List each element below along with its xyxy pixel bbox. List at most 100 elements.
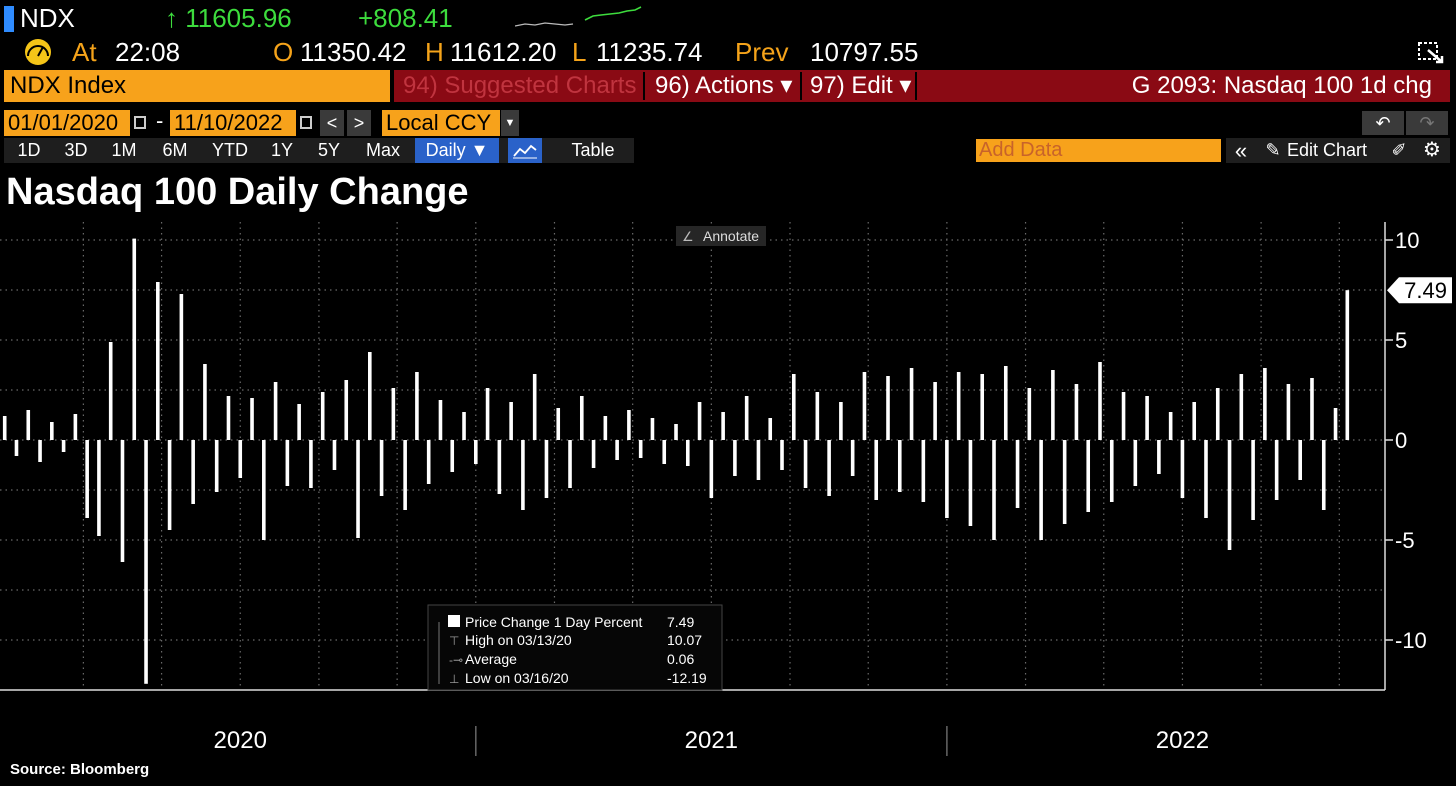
bar — [627, 410, 631, 440]
bar — [1204, 440, 1208, 518]
x-tick-label: 2020 — [214, 727, 267, 754]
end-date[interactable]: 11/10/2022 — [170, 110, 296, 136]
bar — [61, 440, 66, 452]
bar — [108, 342, 113, 440]
bar — [203, 364, 207, 440]
bar — [297, 404, 301, 440]
gauge-icon[interactable] — [22, 38, 54, 66]
calendar-icon[interactable] — [134, 116, 146, 129]
bar — [685, 440, 690, 466]
low: 11235.74 — [596, 37, 703, 67]
bar — [1157, 440, 1161, 474]
period-button[interactable]: 1D — [17, 140, 41, 160]
y-tick-label: -10 — [1395, 628, 1427, 653]
period-button[interactable]: 1Y — [270, 140, 294, 160]
bar — [368, 352, 372, 440]
bar — [344, 380, 349, 440]
ticker: NDX — [20, 3, 75, 33]
open: 11350.42 — [300, 37, 407, 67]
source: Source: Bloomberg — [10, 761, 149, 778]
toolbar — [394, 70, 1450, 102]
window-icon[interactable] — [1416, 40, 1446, 66]
table-button[interactable]: Table — [571, 140, 615, 160]
edit-chart-button[interactable]: Edit Chart — [1287, 140, 1368, 160]
bar — [1015, 440, 1020, 508]
bar — [214, 440, 219, 492]
bar — [1286, 384, 1291, 440]
collapse-button[interactable]: « — [1234, 138, 1248, 163]
annotate-button[interactable] — [676, 226, 766, 246]
bar — [226, 396, 231, 440]
bar — [697, 402, 702, 440]
bar — [791, 374, 796, 440]
bar — [579, 396, 584, 440]
period-button[interactable]: YTD — [212, 140, 248, 160]
actions-menu[interactable]: 96) Actions ▾ — [655, 72, 793, 99]
redo-button[interactable]: ↷ — [1406, 111, 1448, 135]
bar — [909, 368, 914, 440]
next-button[interactable]: > — [347, 110, 371, 136]
bar — [1098, 362, 1102, 440]
edit-menu[interactable]: 97) Edit ▾ — [810, 72, 912, 99]
bar — [1039, 440, 1043, 540]
bar — [1180, 440, 1185, 498]
bar — [862, 372, 867, 440]
legend-stat-icon: ⊤ — [449, 634, 459, 648]
frequency-select[interactable]: Daily ▼ — [415, 138, 499, 163]
legend-stat-value: 0.06 — [667, 651, 694, 667]
legend-box — [427, 604, 723, 691]
bar — [886, 376, 890, 440]
bar — [415, 372, 419, 440]
bar — [1121, 392, 1126, 440]
bar — [14, 440, 19, 456]
bar — [450, 440, 455, 472]
period-button[interactable]: 3D — [64, 140, 88, 160]
bar — [733, 440, 737, 476]
calendar-icon[interactable] — [300, 116, 312, 129]
bar — [273, 382, 278, 440]
bar — [1321, 440, 1326, 510]
bar — [167, 440, 172, 530]
chart-type-icon[interactable] — [508, 138, 542, 163]
chart-code: G 2093: Nasdaq 100 1d chg — [1131, 72, 1432, 99]
bar — [874, 440, 879, 500]
legend-stat-value: -12.19 — [667, 670, 707, 686]
settings-icon[interactable]: ⚙ — [1423, 139, 1441, 161]
bar — [1168, 412, 1173, 440]
open-label: O — [273, 37, 294, 67]
security-input[interactable]: NDX Index — [4, 70, 390, 102]
bar — [156, 282, 160, 440]
bar — [73, 414, 78, 440]
period-button[interactable]: Max — [365, 140, 400, 160]
period-button[interactable]: 6M — [162, 140, 188, 160]
legend-swatch — [448, 615, 460, 627]
bar — [603, 416, 608, 440]
bar — [532, 374, 537, 440]
undo-button[interactable]: ↶ — [1362, 111, 1404, 135]
bar — [179, 294, 184, 440]
bar — [1345, 290, 1350, 440]
bar — [780, 440, 784, 470]
start-date[interactable]: 01/01/2020 — [4, 110, 130, 136]
bar — [1227, 440, 1232, 550]
last-price: ↑ 11605.96 — [165, 3, 292, 33]
pencil-icon: ✎ — [1265, 140, 1281, 160]
add-data-input[interactable]: Add Data — [976, 139, 1221, 162]
last-value-tag — [1387, 277, 1452, 304]
suggested-charts[interactable]: 94) Suggested Charts — [403, 72, 637, 99]
period-button[interactable]: 1M — [111, 140, 137, 160]
bar — [1251, 440, 1255, 520]
bar — [1109, 440, 1114, 502]
edit-icon[interactable]: ✐ — [1391, 140, 1407, 160]
currency-dropdown[interactable]: ▼ — [501, 110, 519, 136]
last-value-label: 7.49 — [1404, 278, 1447, 303]
x-tick-label: 2021 — [685, 727, 738, 754]
bar — [2, 416, 7, 440]
y-tick-label: 5 — [1395, 328, 1407, 353]
time: 22:08 — [115, 37, 181, 67]
currency-select[interactable]: Local CCY — [382, 110, 500, 136]
bar — [850, 440, 855, 476]
period-button[interactable]: 5Y — [317, 140, 341, 160]
bar — [1003, 366, 1008, 440]
prev-button[interactable]: < — [320, 110, 344, 136]
